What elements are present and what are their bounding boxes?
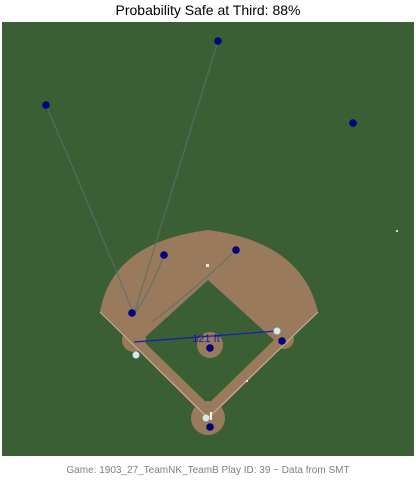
trail-center-fielder xyxy=(133,40,219,315)
player-pitcher xyxy=(206,344,214,352)
player-right-fielder xyxy=(349,119,357,127)
player-left-fielder xyxy=(42,101,50,109)
throw-distance-line xyxy=(133,330,278,343)
ball-marker-third xyxy=(132,351,140,359)
data-source-caption: Game: 1903_27_TeamNK_TeamB Play ID: 39 ~… xyxy=(66,465,350,476)
foul-line-mark xyxy=(246,380,248,382)
throw-distance-label: 121 ft xyxy=(192,333,220,345)
first-baseline xyxy=(207,311,319,419)
player-first-baseman xyxy=(278,337,286,345)
players xyxy=(42,37,357,431)
player-third-baseman xyxy=(128,309,136,317)
player-center-fielder xyxy=(214,37,222,45)
trail-left-fielder xyxy=(45,104,135,315)
third-baseline xyxy=(99,311,209,419)
chart-title: Probability Safe at Third: 88% xyxy=(115,2,301,18)
player-shortstop xyxy=(160,251,168,259)
field-plot: 121 ft xyxy=(2,22,414,456)
ball-marker-first xyxy=(273,327,281,335)
player-catcher xyxy=(206,423,214,431)
second-base-mark xyxy=(206,264,209,267)
trail-second-baseman xyxy=(151,249,237,323)
outfield-mark xyxy=(396,230,398,232)
player-second-baseman xyxy=(232,246,240,254)
third-base-circle xyxy=(122,328,146,352)
field-svg: 121 ft xyxy=(2,22,414,456)
player-trails xyxy=(45,40,237,323)
home-plate-mark xyxy=(210,412,212,420)
trail-shortstop xyxy=(133,254,165,315)
ball-marker-home xyxy=(202,414,210,422)
